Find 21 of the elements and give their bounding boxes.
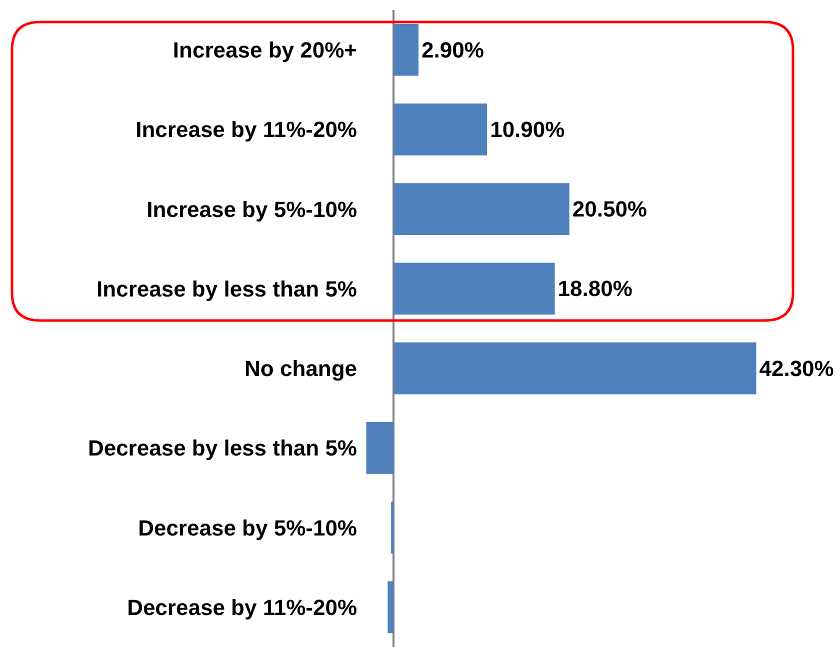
bar	[394, 183, 570, 235]
bar	[391, 502, 394, 554]
y-tick-label: Increase by 5%-10%	[146, 196, 357, 222]
y-tick-label: Increase by less than 5%	[96, 276, 357, 302]
bar	[394, 262, 555, 315]
data-label: 10.90%	[490, 116, 565, 142]
data-label: 18.80%	[558, 276, 632, 302]
bar	[394, 342, 756, 394]
bar	[394, 24, 419, 76]
y-tick-label: Increase by 20%+	[172, 38, 357, 63]
data-label: 2.90%	[422, 37, 484, 62]
y-tick-label: Decrease by less than 5%	[88, 436, 357, 461]
y-tick-label: Decrease by 5%-10%	[138, 515, 357, 540]
bar	[394, 104, 488, 156]
y-tick-label: Decrease by 11%-20%	[127, 594, 357, 620]
data-label: 20.50%	[572, 196, 647, 222]
y-tick-label: Increase by 11%-20%	[136, 117, 357, 142]
bar	[366, 422, 394, 474]
bar	[388, 581, 394, 634]
data-label: 42.30%	[759, 356, 834, 381]
y-tick-label: No change	[244, 356, 357, 382]
